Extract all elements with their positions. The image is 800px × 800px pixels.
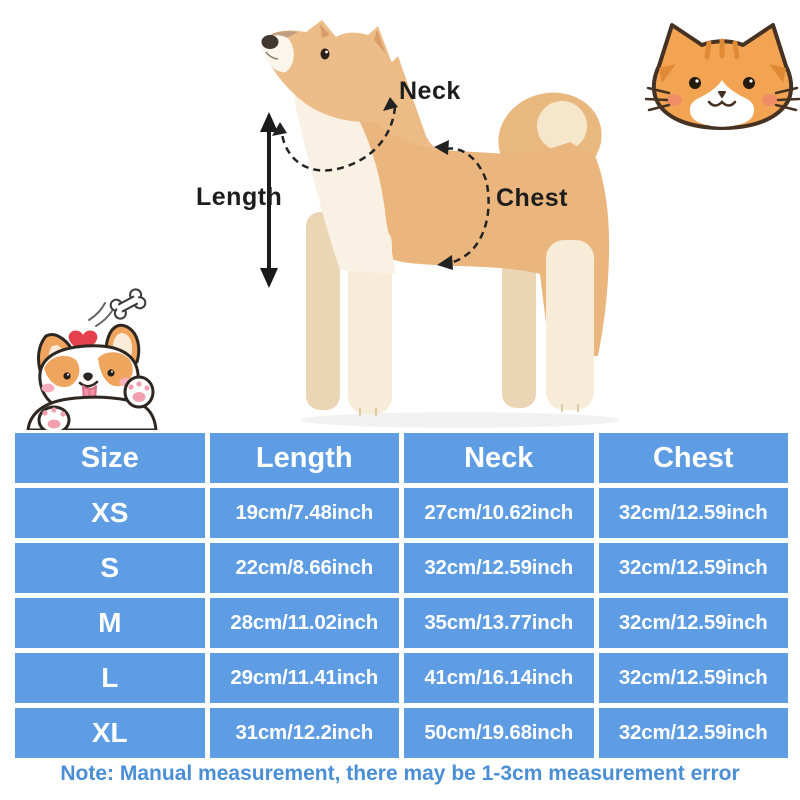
neck-cell: 27cm/10.62inch xyxy=(404,488,594,538)
neck-cell: 32cm/12.59inch xyxy=(404,543,594,593)
chest-cell: 32cm/12.59inch xyxy=(598,543,788,593)
cat-face-icon xyxy=(645,23,800,130)
neck-cell: 35cm/13.77inch xyxy=(404,598,594,648)
table-row-m: M 28cm/11.02inch 35cm/13.77inch 32cm/12.… xyxy=(15,598,788,648)
corgi-paw-right xyxy=(123,375,155,409)
neck-cell: 41cm/16.14inch xyxy=(404,653,594,703)
chest-cell: 32cm/12.59inch xyxy=(598,488,788,538)
length-cell: 28cm/11.02inch xyxy=(209,598,399,648)
table-row-xs: XS 19cm/7.48inch 27cm/10.62inch 32cm/12.… xyxy=(15,488,788,538)
chest-cell: 32cm/12.59inch xyxy=(598,708,788,758)
size-cell: XL xyxy=(15,708,205,758)
table-row-l: L 29cm/11.41inch 41cm/16.14inch 32cm/12.… xyxy=(15,653,788,703)
length-cell: 22cm/8.66inch xyxy=(209,543,399,593)
dog-nose xyxy=(261,35,279,49)
length-label: Length xyxy=(196,183,283,211)
measurement-note: Note: Manual measurement, there may be 1… xyxy=(60,762,740,785)
chest-label: Chest xyxy=(496,184,568,212)
corgi-paw-left xyxy=(37,405,71,430)
bone-icon xyxy=(109,288,147,320)
size-cell: M xyxy=(15,598,205,648)
length-cell: 19cm/7.48inch xyxy=(209,488,399,538)
table-header-row: Size Length Neck Chest xyxy=(15,433,788,483)
header-chest: Chest xyxy=(598,433,788,483)
neck-label: Neck xyxy=(399,77,461,105)
chest-cell: 32cm/12.59inch xyxy=(598,653,788,703)
neck-cell: 50cm/19.68inch xyxy=(404,708,594,758)
chest-cell: 32cm/12.59inch xyxy=(598,598,788,648)
length-cell: 29cm/11.41inch xyxy=(209,653,399,703)
size-cell: S xyxy=(15,543,205,593)
header-length: Length xyxy=(209,433,399,483)
corgi-icon xyxy=(26,288,158,430)
length-cell: 31cm/12.2inch xyxy=(209,708,399,758)
table-row-s: S 22cm/8.66inch 32cm/12.59inch 32cm/12.5… xyxy=(15,543,788,593)
size-cell: L xyxy=(15,653,205,703)
header-neck: Neck xyxy=(404,433,594,483)
header-size: Size xyxy=(15,433,205,483)
dog-eye xyxy=(320,48,330,60)
size-cell: XS xyxy=(15,488,205,538)
table-row-xl: XL 31cm/12.2inch 50cm/19.68inch 32cm/12.… xyxy=(15,708,788,758)
size-table: Size Length Neck Chest XS 19cm/7.48inch … xyxy=(10,428,793,763)
